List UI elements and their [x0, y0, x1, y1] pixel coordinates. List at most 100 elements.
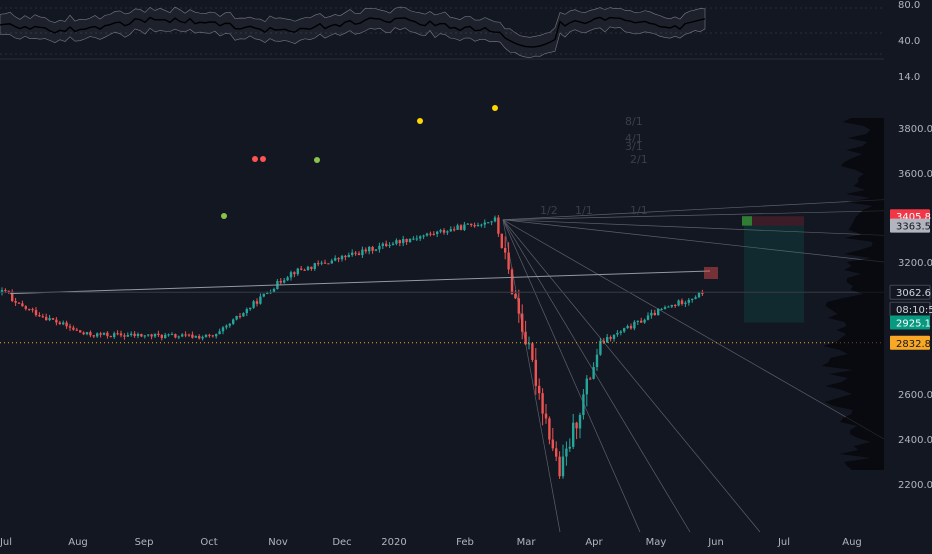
candle	[136, 333, 140, 337]
candle	[599, 340, 602, 355]
candle	[378, 245, 381, 250]
candle	[143, 335, 146, 337]
candle	[119, 333, 123, 336]
fan-line	[502, 219, 761, 533]
candle	[480, 224, 483, 226]
candle	[184, 334, 187, 336]
candle	[449, 229, 452, 232]
candle	[483, 222, 486, 225]
candle	[357, 253, 361, 256]
candle	[330, 260, 333, 264]
fan-label: 1/2	[540, 204, 558, 217]
candle	[650, 312, 653, 316]
candle	[45, 316, 48, 321]
candle	[123, 335, 126, 337]
candle	[354, 252, 357, 254]
candle	[517, 298, 520, 314]
candle	[694, 297, 697, 299]
candle	[72, 327, 75, 330]
candle	[646, 315, 650, 320]
candle	[653, 312, 656, 316]
price-tag-bg	[890, 315, 930, 330]
price-tag-label: 2832.8	[896, 339, 931, 350]
time-axis[interactable]: Jul Aug Sep Oct Nov Dec 2020 Feb Mar Apr May Jun Jul…	[0, 537, 862, 548]
candle	[300, 268, 303, 270]
candle	[228, 323, 231, 326]
price-tag-bg	[890, 335, 930, 350]
candle	[470, 223, 473, 226]
fan-line	[502, 210, 885, 221]
fan-label: 1/1	[630, 204, 648, 217]
signal-marker	[221, 213, 227, 219]
candle	[487, 222, 490, 224]
candle	[221, 327, 225, 332]
candle	[38, 315, 41, 317]
signal-marker	[492, 105, 498, 111]
price-axis[interactable]: 3800.0 3600.0 3200.0 2600.0 2400.0 2200.0 80.0…	[898, 0, 932, 491]
price-tag: 3062.6	[889, 284, 931, 300]
candle	[422, 235, 425, 237]
candle	[582, 394, 585, 416]
candle	[181, 334, 184, 337]
x-tick-label: 2020	[381, 537, 406, 548]
fan-line	[502, 219, 885, 263]
candle	[572, 422, 575, 447]
fan-label: 8/1	[625, 115, 643, 128]
candle	[99, 333, 102, 335]
candle	[133, 333, 136, 337]
candle	[48, 318, 51, 321]
candle	[439, 230, 442, 232]
price-tag: 3363.5	[890, 218, 931, 233]
price-tag-label: 08:10:50	[896, 305, 932, 316]
candle	[177, 336, 180, 338]
candle	[4, 290, 7, 292]
candle	[388, 244, 391, 247]
candle	[167, 334, 170, 336]
candle	[425, 233, 429, 236]
candle	[218, 331, 221, 335]
candle	[534, 359, 537, 386]
candle	[238, 315, 242, 317]
candle	[412, 238, 415, 240]
candle	[684, 302, 687, 304]
x-tick-label: Oct	[200, 537, 217, 548]
x-tick-label: Nov	[268, 537, 288, 548]
x-tick-label: Aug	[68, 537, 88, 548]
signal-marker	[417, 118, 423, 124]
candle	[344, 255, 347, 258]
y-tick-label: 2400.0	[898, 435, 932, 446]
candle	[602, 340, 605, 343]
y-tick-label: 3200.0	[898, 258, 932, 269]
x-tick-label: Jun	[707, 537, 724, 548]
candle	[303, 269, 306, 271]
candle	[41, 316, 44, 318]
candle	[612, 334, 616, 339]
candle	[687, 299, 690, 303]
x-tick-label: Jul	[0, 537, 12, 548]
candle	[633, 321, 636, 329]
candle	[670, 305, 673, 307]
candle	[55, 319, 58, 323]
entry-handle	[742, 216, 752, 226]
candle	[174, 334, 177, 338]
candle	[313, 263, 316, 269]
candle	[497, 217, 500, 234]
x-tick-label: Sep	[135, 537, 154, 548]
candle	[674, 305, 677, 307]
fan-label: 1/1	[575, 204, 593, 217]
candle	[381, 243, 384, 246]
candle	[565, 448, 568, 457]
candle	[680, 300, 684, 304]
trendline	[9, 270, 711, 295]
candle	[368, 246, 371, 252]
price-tag-bg	[889, 284, 931, 300]
candle	[609, 337, 612, 339]
candle	[456, 225, 459, 230]
candle	[524, 331, 527, 345]
candle	[429, 233, 432, 235]
candle	[436, 231, 439, 235]
candle	[7, 290, 10, 292]
candle	[65, 322, 68, 327]
